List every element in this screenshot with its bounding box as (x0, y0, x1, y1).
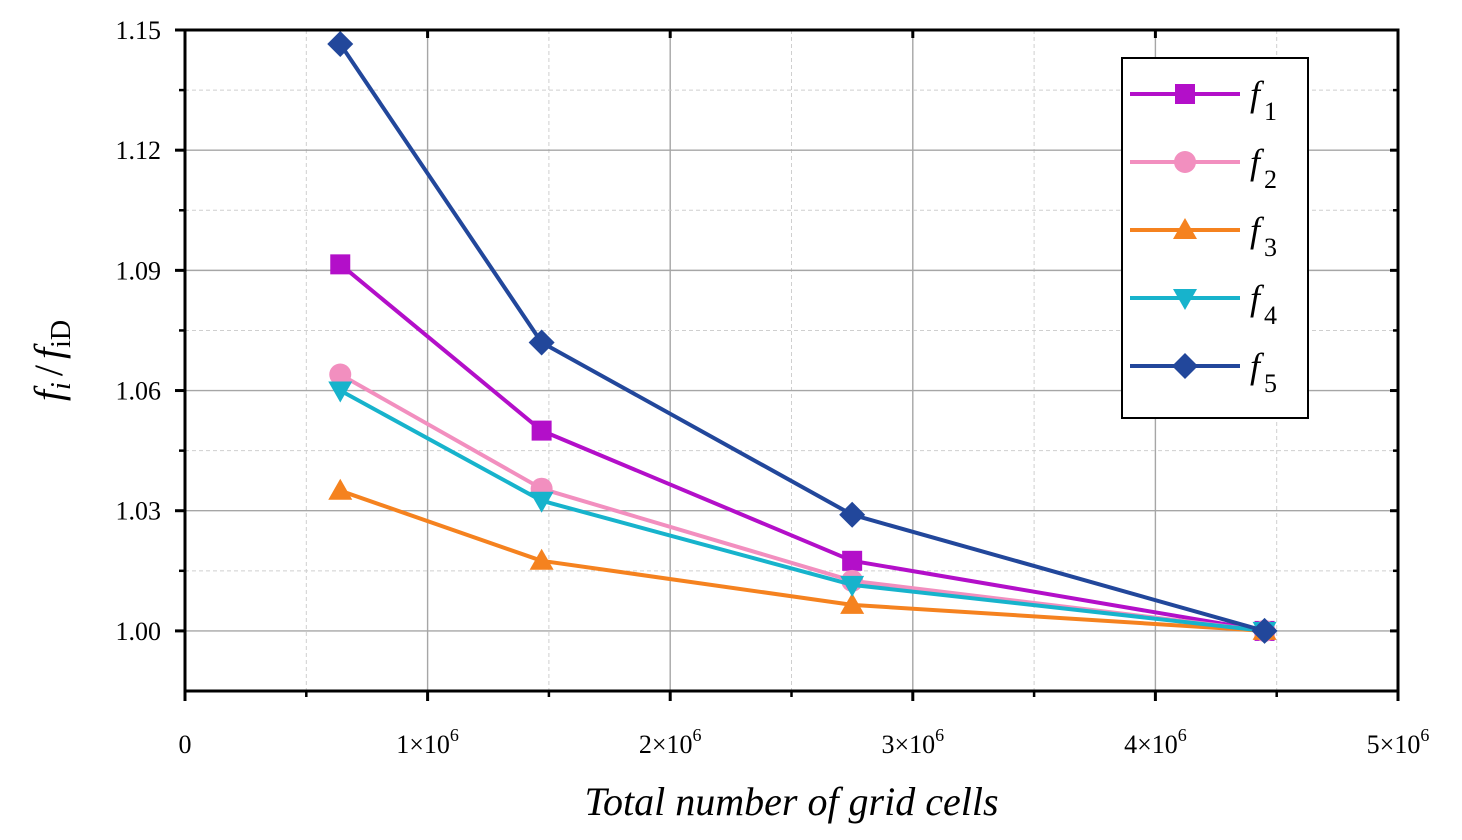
plot-series (327, 31, 1278, 644)
series-line (338, 42, 1266, 633)
y-axis-title-sub-iD: iD (46, 320, 77, 348)
y-tick-label: 1.00 (116, 617, 162, 646)
y-tick-label: 1.09 (116, 256, 162, 285)
data-point (840, 592, 865, 614)
legend-marker (1172, 353, 1198, 379)
y-tick-label: 1.15 (116, 16, 162, 45)
series-line (339, 488, 1265, 633)
x-tick-label: 4×106 (1124, 725, 1187, 759)
x-tick-label: 3×106 (881, 725, 944, 759)
y-tick-label: 1.03 (116, 497, 162, 526)
data-point (842, 550, 863, 571)
series-f4 (328, 381, 1277, 643)
series-f1 (330, 254, 1275, 641)
y-axis-title: fi/fiD (26, 320, 77, 401)
legend-box (1121, 57, 1309, 419)
x-tick-label: 2×106 (639, 725, 702, 759)
data-point (529, 548, 554, 570)
legend: f 1f 2f 3f 4f 5 (1121, 57, 1309, 419)
legend-marker (1175, 84, 1195, 104)
data-point (839, 501, 866, 528)
data-point (531, 420, 552, 441)
series-line (338, 262, 1265, 633)
data-point (329, 363, 352, 386)
axis-ticks (175, 28, 1400, 701)
y-axis-title-sub-i: i (46, 382, 77, 390)
x-tick-label: 1×106 (396, 725, 459, 759)
data-point (327, 31, 354, 58)
series-f5 (327, 31, 1278, 644)
legend-marker (1174, 151, 1196, 173)
data-point (528, 329, 555, 356)
data-point (328, 381, 353, 403)
y-axis-title-slash: / (26, 364, 71, 376)
series-line (339, 388, 1265, 633)
x-tick-label: 5×106 (1367, 725, 1430, 759)
legend-marker (1173, 218, 1197, 239)
y-tick-label: 1.06 (116, 377, 162, 406)
data-point (1251, 617, 1278, 644)
y-tick-label: 1.12 (116, 136, 162, 165)
x-axis-title: Total number of grid cells (584, 779, 998, 824)
data-point (840, 575, 865, 597)
x-tick-label: 0 (179, 730, 192, 759)
data-point (330, 254, 351, 275)
data-point (328, 478, 353, 500)
tick-labels: 0 1×106 2×106 3×106 4×106 5×106 1.00 1.03 1.06 1.… (116, 16, 1430, 759)
data-point (529, 491, 554, 513)
legend-marker (1173, 289, 1197, 310)
